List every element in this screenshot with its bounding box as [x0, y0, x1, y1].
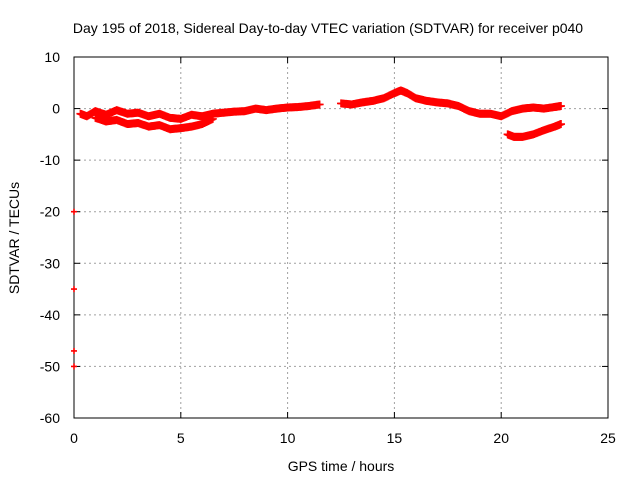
axis-ticks	[73, 56, 609, 419]
x-tick-labels: 0 5 10 15 20 25	[70, 430, 616, 446]
y-tick-label: -20	[40, 204, 60, 220]
data-point-marker	[71, 347, 77, 354]
x-axis-label: GPS time / hours	[288, 458, 395, 474]
data-point-marker	[557, 120, 566, 129]
data-point-marker	[71, 286, 77, 293]
series-track-b	[91, 113, 217, 134]
data-point-marker	[71, 208, 77, 215]
y-tick-label: -60	[40, 410, 60, 426]
series-track-a	[76, 100, 324, 123]
y-tick-label: 10	[44, 49, 60, 65]
data-point-marker	[557, 101, 566, 110]
y-tick-labels: 10 0 -10 -20 -30 -40 -50 -60	[40, 49, 60, 426]
series-track-c	[337, 86, 566, 121]
x-tick-label: 0	[70, 430, 78, 446]
x-tick-label: 20	[493, 430, 509, 446]
x-tick-label: 5	[177, 430, 185, 446]
x-tick-label: 25	[600, 430, 616, 446]
y-axis-label: SDTVAR / TECUs	[6, 182, 22, 294]
y-tick-label: 0	[52, 101, 60, 117]
x-tick-label: 15	[387, 430, 403, 446]
y-tick-label: -30	[40, 255, 60, 271]
data-point-marker	[315, 100, 324, 109]
data-points	[71, 86, 566, 370]
plot-frame	[73, 56, 609, 419]
data-point-marker	[71, 363, 77, 370]
y-tick-label: -40	[40, 307, 60, 323]
series-track-d	[503, 120, 566, 141]
y-tick-label: -10	[40, 152, 60, 168]
data-point-marker	[208, 114, 217, 123]
series-outliers	[71, 208, 77, 370]
x-tick-label: 10	[280, 430, 296, 446]
y-tick-label: -50	[40, 358, 60, 374]
chart-title: Day 195 of 2018, Sidereal Day-to-day VTE…	[73, 20, 583, 36]
